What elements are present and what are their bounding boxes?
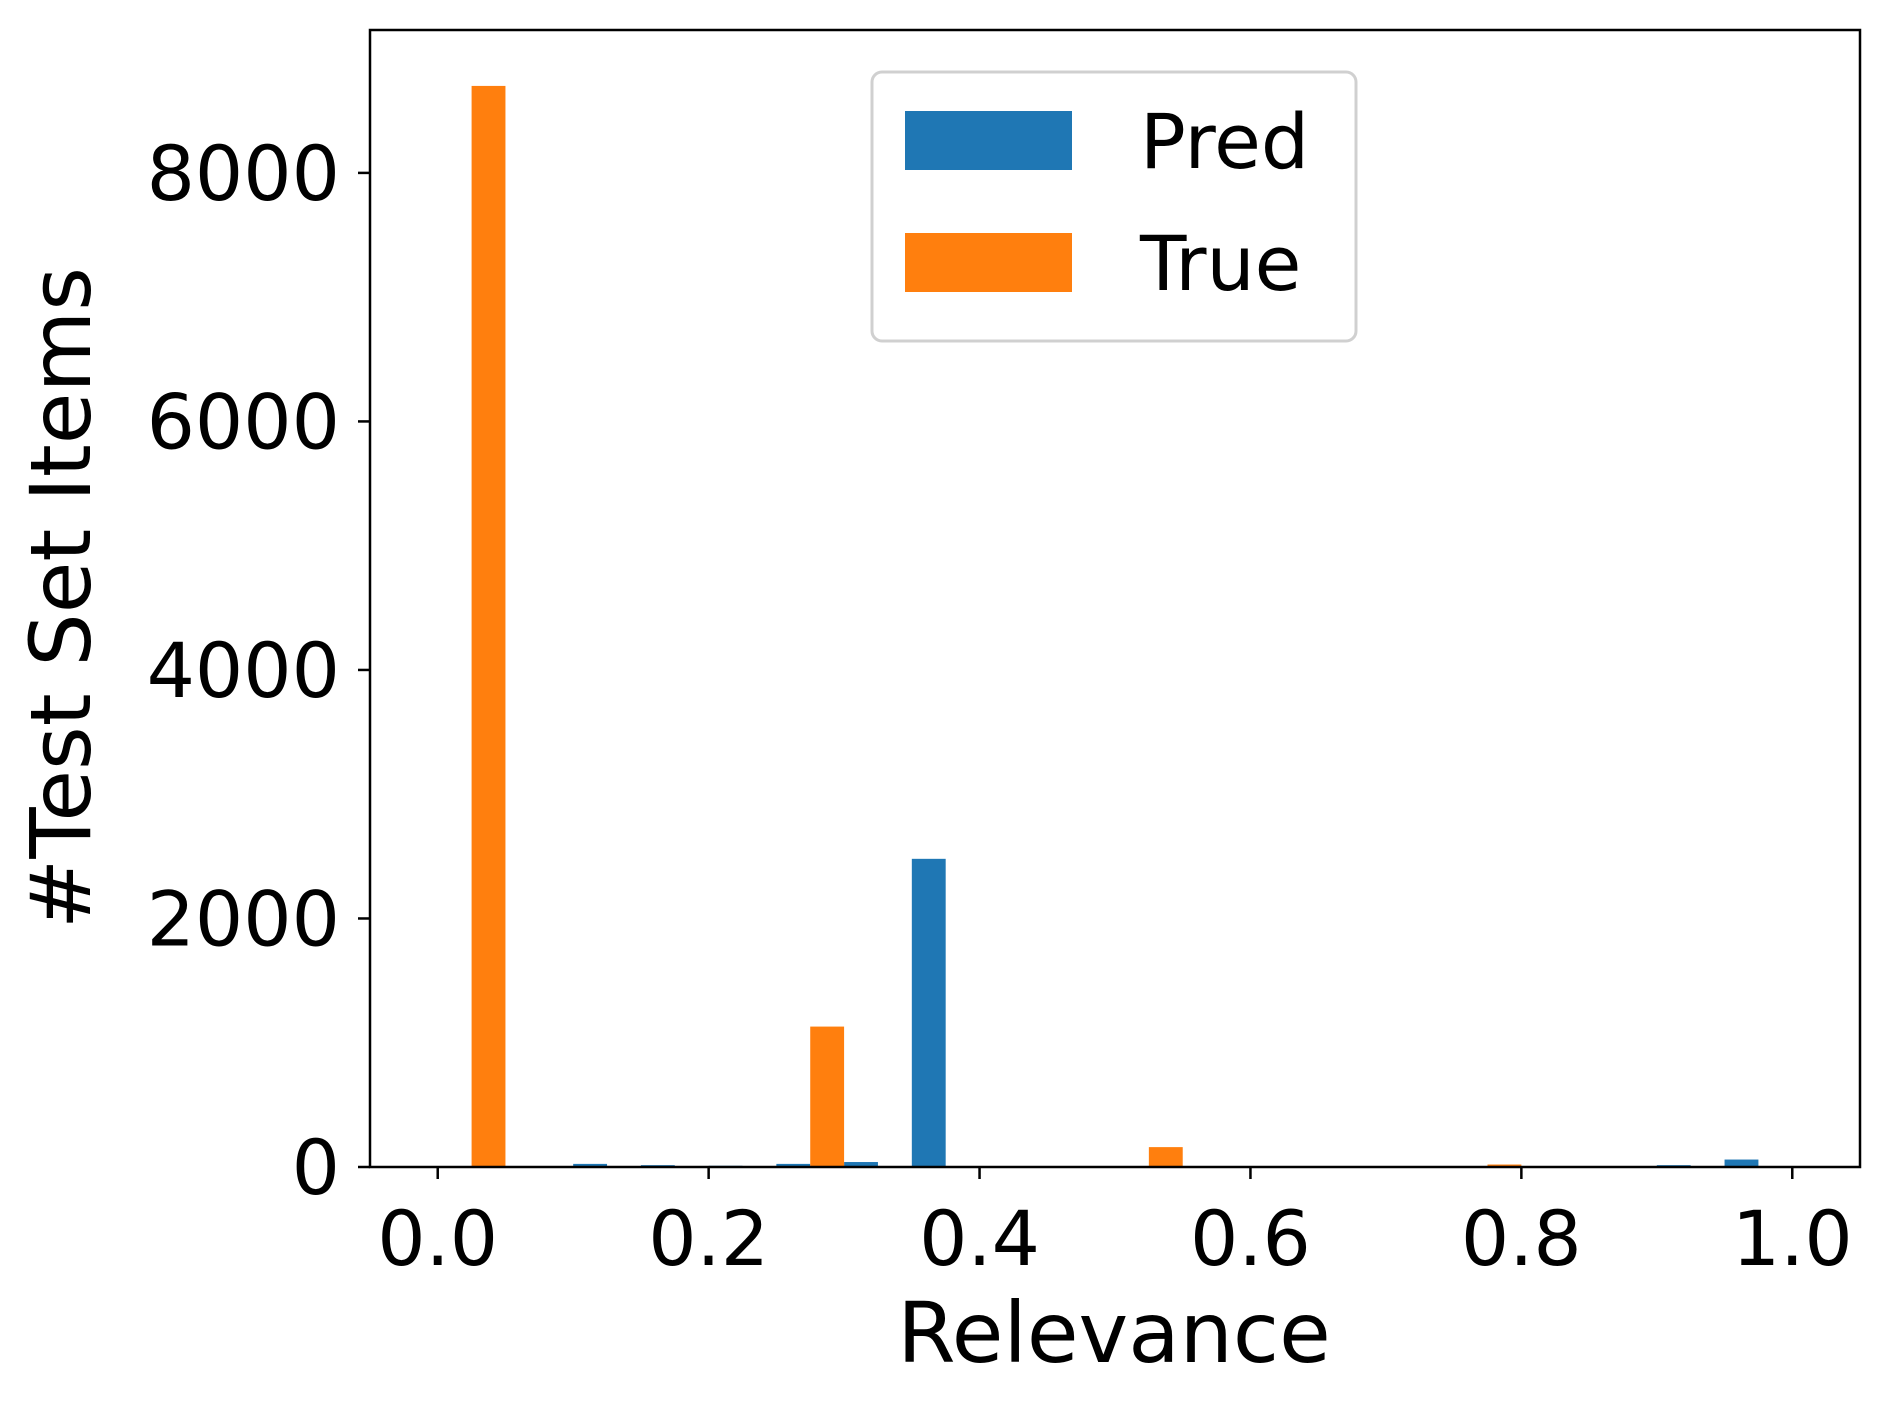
legend-swatch-true	[905, 233, 1072, 292]
bar-pred-7	[911, 858, 946, 1167]
y-ticks: 0 2000 4000 6000 8000	[147, 129, 370, 1212]
x-axis-label: Relevance	[897, 1284, 1331, 1382]
plot-frame	[368, 28, 1862, 1169]
x-tick-label: 0.2	[648, 1194, 769, 1283]
bar-true-10	[1148, 1147, 1183, 1167]
y-tick-label: 6000	[147, 377, 340, 466]
bars-layer	[471, 85, 1759, 1167]
y-tick-label: 0	[292, 1123, 340, 1212]
legend-swatch-pred	[905, 111, 1072, 170]
bar-true-0	[471, 85, 506, 1167]
x-tick-label: 0.4	[919, 1194, 1040, 1283]
bar-pred-6	[844, 1162, 878, 1167]
bar-true-5	[810, 1026, 845, 1167]
y-tick-label: 8000	[147, 129, 340, 218]
bar-pred-5	[776, 1163, 811, 1167]
legend-label-true: True	[1139, 219, 1301, 308]
legend: Pred True	[870, 70, 1358, 343]
legend-label-pred: Pred	[1140, 97, 1309, 186]
y-tick-label: 4000	[147, 626, 340, 715]
bar-pred-19	[1724, 1159, 1759, 1167]
y-tick-label: 2000	[147, 874, 340, 963]
x-tick-label: 0.8	[1461, 1194, 1582, 1283]
x-ticks: 0.0 0.2 0.4 0.6 0.8 1.0	[377, 1167, 1853, 1283]
x-tick-label: 1.0	[1732, 1194, 1853, 1283]
y-axis-label: #Test Set Items	[12, 267, 110, 929]
bar-pred-2	[573, 1163, 608, 1167]
x-tick-label: 0.0	[377, 1194, 498, 1283]
x-tick-label: 0.6	[1190, 1194, 1311, 1283]
